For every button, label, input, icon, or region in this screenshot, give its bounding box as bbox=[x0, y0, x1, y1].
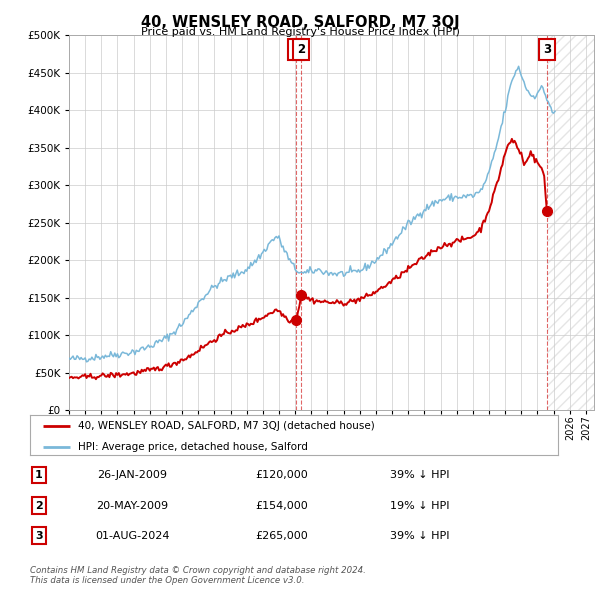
Text: Price paid vs. HM Land Registry's House Price Index (HPI): Price paid vs. HM Land Registry's House … bbox=[140, 27, 460, 37]
Text: 39% ↓ HPI: 39% ↓ HPI bbox=[390, 470, 450, 480]
Text: 40, WENSLEY ROAD, SALFORD, M7 3QJ: 40, WENSLEY ROAD, SALFORD, M7 3QJ bbox=[140, 15, 460, 30]
Text: 20-MAY-2009: 20-MAY-2009 bbox=[96, 501, 168, 510]
Text: 19% ↓ HPI: 19% ↓ HPI bbox=[390, 501, 450, 510]
Text: 3: 3 bbox=[543, 43, 551, 56]
Text: 1: 1 bbox=[292, 43, 301, 56]
Text: 39% ↓ HPI: 39% ↓ HPI bbox=[390, 531, 450, 540]
Text: 1: 1 bbox=[35, 470, 43, 480]
Text: 2: 2 bbox=[297, 43, 305, 56]
Text: £265,000: £265,000 bbox=[256, 531, 308, 540]
Text: 3: 3 bbox=[35, 531, 43, 540]
Text: £154,000: £154,000 bbox=[256, 501, 308, 510]
Text: Contains HM Land Registry data © Crown copyright and database right 2024.: Contains HM Land Registry data © Crown c… bbox=[30, 566, 366, 575]
Text: This data is licensed under the Open Government Licence v3.0.: This data is licensed under the Open Gov… bbox=[30, 576, 305, 585]
Bar bbox=[547, 35, 594, 410]
Text: 26-JAN-2009: 26-JAN-2009 bbox=[97, 470, 167, 480]
Text: £120,000: £120,000 bbox=[256, 470, 308, 480]
Bar bbox=[547, 35, 594, 410]
Text: HPI: Average price, detached house, Salford: HPI: Average price, detached house, Salf… bbox=[77, 442, 307, 452]
Text: 01-AUG-2024: 01-AUG-2024 bbox=[95, 531, 169, 540]
Text: 2: 2 bbox=[35, 501, 43, 510]
Text: 40, WENSLEY ROAD, SALFORD, M7 3QJ (detached house): 40, WENSLEY ROAD, SALFORD, M7 3QJ (detac… bbox=[77, 421, 374, 431]
